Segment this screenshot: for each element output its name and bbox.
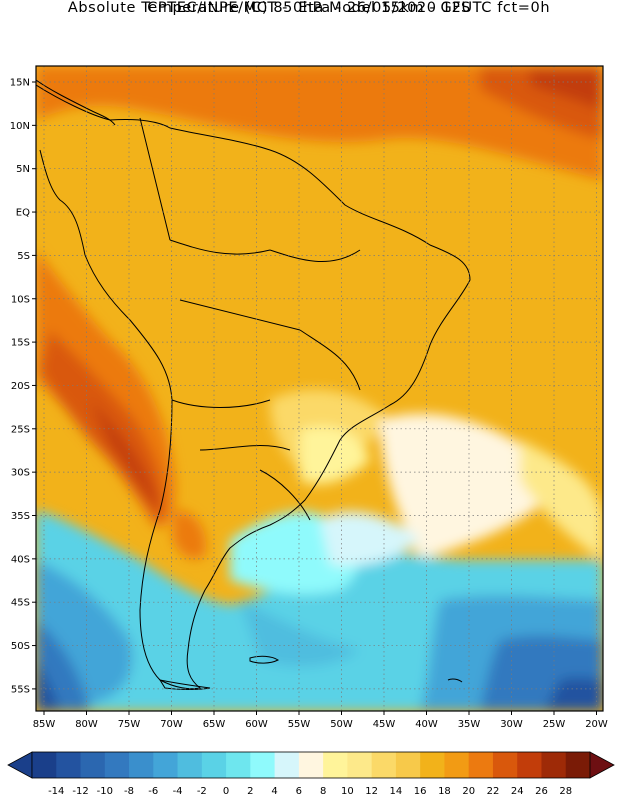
lat-label: 5N: [16, 164, 30, 175]
colorbar-value: 18: [438, 786, 451, 797]
lat-label: 10S: [11, 294, 30, 305]
lat-label: 20S: [11, 381, 30, 392]
colorbar-swatch: [80, 752, 106, 778]
colorbar-swatch: [444, 752, 470, 778]
lon-label: 50W: [330, 719, 353, 730]
country-borders: [139, 117, 361, 521]
colorbar-swatch: [32, 752, 57, 778]
lon-label: 70W: [160, 719, 183, 730]
colorbar: [7, 751, 615, 779]
colorbar-value: 14: [390, 786, 403, 797]
colorbar-swatch: [153, 752, 179, 778]
colorbar-swatch: [371, 752, 397, 778]
colorbar-swatch: [565, 752, 591, 778]
lon-label: 65W: [203, 719, 226, 730]
colorbar-swatch: [274, 752, 300, 778]
lon-label: 60W: [245, 719, 268, 730]
colorbar-swatch: [517, 752, 542, 778]
colorbar-swatch: [104, 752, 130, 778]
lat-label: 40S: [11, 554, 30, 565]
gridlines: [36, 66, 603, 711]
latitude-labels: 15N 10N 5N EQ 5S 10S 15S 20S 25S 30S 35S 40S 45S 50S 5…: [10, 78, 36, 695]
colorbar-value: 26: [535, 786, 548, 797]
lat-label: 15N: [10, 78, 30, 89]
colorbar-swatch: [492, 752, 518, 778]
colorbar-value: 16: [414, 786, 427, 797]
coastlines: [36, 79, 471, 690]
lon-label: 75W: [118, 719, 141, 730]
south-georgia: [447, 678, 463, 683]
colorbar-swatch: [298, 752, 324, 778]
tierra-del-fuego: [158, 679, 211, 690]
lon-label: 80W: [75, 719, 98, 730]
colorbar-swatch: [177, 752, 203, 778]
colorbar-swatch: [347, 752, 373, 778]
lat-label: 15S: [11, 338, 30, 349]
colorbar-value: 2: [247, 786, 253, 797]
colorbar-value: -6: [148, 786, 158, 797]
colorbar-value: -10: [97, 786, 113, 797]
colorbar-arrow-left: [7, 751, 33, 779]
colorbar-swatch: [323, 752, 348, 778]
lat-label: 25S: [11, 424, 30, 435]
lat-label: 5S: [17, 251, 30, 262]
lat-label: 10N: [10, 121, 30, 132]
lat-label: 45S: [11, 598, 30, 609]
colorbar-value: -4: [173, 786, 183, 797]
lat-label: 30S: [11, 468, 30, 479]
colorbar-swatch: [201, 752, 227, 778]
colorbar-swatch: [395, 752, 421, 778]
map-frame: [35, 65, 604, 712]
lon-label: 45W: [373, 719, 396, 730]
colorbar-value: 6: [296, 786, 302, 797]
colorbar-value: 0: [223, 786, 229, 797]
falkland-islands: [249, 655, 279, 664]
colorbar-labels: -14 -12 -10 -8 -6 -4 -2 0 2 4 6 8 10 12 14 16 18 20 22 24 26…: [48, 786, 572, 797]
colorbar-swatch: [56, 752, 82, 778]
colorbar-swatch: [250, 752, 276, 778]
colorbar-value: -8: [124, 786, 134, 797]
colorbar-value: 8: [320, 786, 326, 797]
lat-label: EQ: [16, 208, 30, 219]
colorbar-value: 24: [511, 786, 524, 797]
colorbar-value: 20: [462, 786, 475, 797]
lat-label: 50S: [11, 641, 30, 652]
colorbar-value: -2: [197, 786, 207, 797]
colorbar-arrow-right: [589, 751, 615, 779]
colorbar-value: -14: [48, 786, 64, 797]
lon-label: 85W: [33, 719, 56, 730]
colorbar-value: 10: [341, 786, 354, 797]
colorbar-value: 28: [559, 786, 572, 797]
lon-label: 35W: [458, 719, 481, 730]
lat-label: 35S: [11, 511, 30, 522]
colorbar-value: 4: [271, 786, 277, 797]
title-line-2: Absolute Temperature (C) 850hPa - 26/05/…: [67, 0, 551, 16]
colorbar-swatch: [420, 752, 445, 778]
colorbar-value: 22: [487, 786, 500, 797]
title-line-1: CPTEC/INPE/MCT - Eta Model 15km - GFS: [147, 0, 471, 16]
south-america-coastline: [36, 84, 471, 690]
colorbar-value: 12: [365, 786, 378, 797]
colorbar-swatch: [129, 752, 154, 778]
colorbar-swatch: [226, 752, 251, 778]
longitude-labels: 85W 80W 75W 70W 65W 60W 55W 50W 45W 40W 35W 30W 25W 2…: [33, 711, 608, 730]
central-america-coastline: [36, 79, 116, 126]
lon-label: 55W: [288, 719, 311, 730]
lon-label: 25W: [543, 719, 566, 730]
colorbar-swatch: [541, 752, 567, 778]
lon-label: 40W: [415, 719, 438, 730]
colorbar-frame: [31, 751, 591, 779]
temperature-field: [36, 66, 603, 711]
lon-label: 20W: [585, 719, 608, 730]
colorbar-swatch: [468, 752, 494, 778]
lon-label: 30W: [500, 719, 523, 730]
colorbar-value: -12: [72, 786, 88, 797]
lat-label: 55S: [11, 684, 30, 695]
